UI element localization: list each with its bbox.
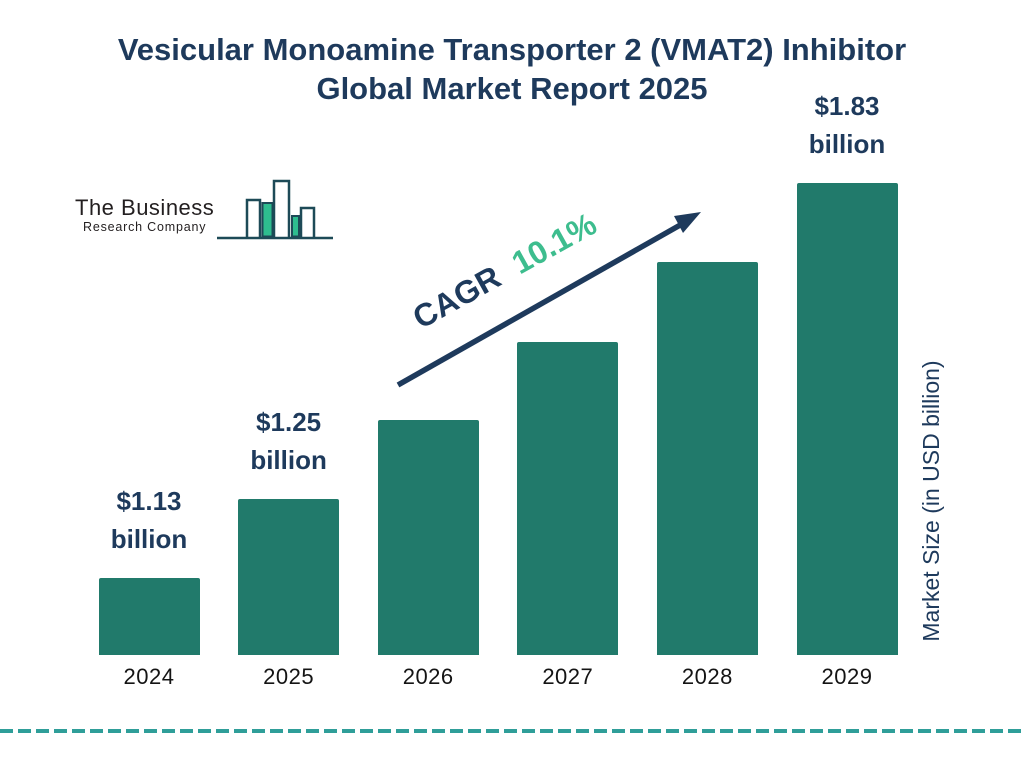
page-title-line-2: Global Market Report 2025 <box>316 71 708 106</box>
company-logo: The Business Research Company <box>75 178 334 242</box>
page-title: Vesicular Monoamine Transporter 2 (VMAT2… <box>0 30 1024 108</box>
company-logo-text: The Business Research Company <box>75 195 215 235</box>
bar-2029 <box>796 183 898 655</box>
cagr-prefix: CAGR <box>406 258 507 336</box>
x-tick-2024: 2024 <box>123 664 175 689</box>
x-tick-2027: 2027 <box>542 664 594 689</box>
bottom-dashed-divider <box>0 729 1024 733</box>
value-label-2025: $1.25 billion <box>250 407 327 475</box>
bar-2024 <box>98 578 200 655</box>
x-tick-2026: 2026 <box>402 664 454 689</box>
logo-name: The Business <box>75 195 215 220</box>
bar-2025 <box>238 499 340 655</box>
value-label-2024: $1.13 billion <box>110 486 188 554</box>
x-tick-2029: 2029 <box>821 664 873 689</box>
cagr-value: 10.1% <box>505 205 603 281</box>
value-label-2029: $1.83 billion <box>808 91 886 159</box>
bar-2028 <box>656 262 758 655</box>
bar-2027 <box>517 342 619 655</box>
x-tick-2025: 2025 <box>263 664 315 689</box>
y-axis-label: Market Size (in USD billion) <box>918 360 944 642</box>
page-title-line-1: Vesicular Monoamine Transporter 2 (VMAT2… <box>117 32 907 67</box>
cagr-annotation: CAGR 10.1% <box>378 189 636 360</box>
x-tick-2028: 2028 <box>681 664 733 689</box>
bar-chart-logo-icon <box>217 179 334 240</box>
logo-subname: Research Company <box>83 220 207 234</box>
bar-2026 <box>377 420 479 655</box>
